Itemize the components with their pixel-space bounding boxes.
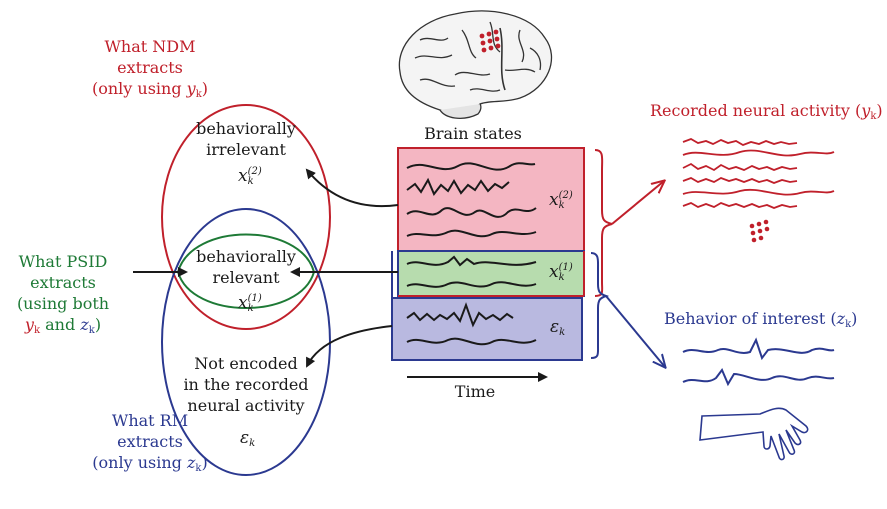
ndm-label: What NDM extracts (only using yk) — [70, 36, 230, 105]
recorded-sub: k — [870, 111, 877, 122]
ndm-line3-text: (only using — [91, 79, 182, 98]
relevant-region-label: behaviorally relevant — [186, 246, 306, 288]
recorded-var: y — [861, 101, 871, 120]
rm-var: z — [186, 453, 196, 472]
epsilon-box — [391, 297, 583, 361]
irrelevant-var: xk(2) — [238, 166, 262, 187]
behavior-text: Behavior of interest ( — [664, 309, 837, 328]
state-traces — [406, 162, 537, 346]
behavior-label: Behavior of interest (zk) — [664, 308, 858, 335]
psid-and: and — [45, 315, 76, 334]
not-encoded-line1: Not encoded — [194, 354, 298, 373]
not-encoded-line2: in the recorded — [183, 375, 309, 394]
not-encoded-var-sub: k — [249, 438, 256, 449]
ndm-title: What NDM — [104, 37, 196, 56]
psid-close: ) — [94, 315, 102, 334]
rm-line1: What RM — [111, 411, 189, 430]
relevant-var: xk(1) — [238, 293, 262, 314]
box-x1-sym: x — [549, 262, 559, 282]
box-x2-sub: k — [558, 200, 565, 211]
box-eps-label: εk — [550, 317, 565, 338]
not-encoded-line3: neural activity — [187, 396, 305, 415]
relevant-states-box — [397, 250, 585, 297]
irrelevant-line2: irrelevant — [206, 140, 286, 159]
rm-line3-text: (only using — [92, 453, 182, 472]
hand-arm-icon — [699, 407, 809, 461]
brain-icon — [398, 10, 553, 120]
irrelevant-var-sym: x — [238, 166, 248, 186]
neural-traces — [682, 138, 835, 209]
electrode-array-icon — [479, 29, 501, 53]
psid-sub1: k — [33, 325, 41, 336]
time-label: Time — [454, 382, 496, 401]
irrelevant-var-sup: (2) — [247, 166, 262, 178]
brain-states-title: Brain states — [424, 124, 522, 143]
box-x2-sym: x — [549, 190, 559, 210]
box-x2-label: xk(2) — [549, 190, 573, 211]
box-x1-sub: k — [558, 272, 565, 283]
box-eps-sym: ε — [550, 317, 560, 337]
ndm-close: ) — [201, 79, 209, 98]
ndm-var: y — [186, 79, 196, 98]
behavior-brace — [590, 252, 610, 359]
behavior-traces — [682, 337, 835, 387]
psid-label: What PSID extracts (using both yk and zk… — [4, 251, 122, 341]
behavior-var: z — [836, 309, 846, 328]
psid-var1: y — [24, 315, 34, 334]
box-x1-label: xk(1) — [549, 262, 573, 283]
to-behavior-arrow — [605, 295, 665, 367]
box-x1-sup: (1) — [558, 262, 573, 274]
recorded-neural-label: Recorded neural activity (yk) — [650, 100, 883, 127]
behavior-close: ) — [851, 309, 858, 328]
rm-line2: extracts — [117, 432, 183, 451]
not-encoded-var: εk — [240, 428, 255, 449]
recorded-close: ) — [876, 101, 883, 120]
relevant-var-sub: k — [247, 303, 254, 314]
irrelevant-arrow — [305, 168, 399, 208]
to-neural-arrow — [611, 181, 664, 225]
behavior-sub: k — [845, 319, 852, 330]
rm-label: What RM extracts (only using zk) — [70, 410, 230, 479]
psid-line2: extracts — [30, 273, 96, 292]
not-encoded-arrow — [306, 325, 393, 368]
irrelevant-region-label: behaviorally irrelevant — [186, 118, 306, 160]
rm-line3: (only using zk) — [70, 452, 230, 479]
recorded-text: Recorded neural activity ( — [650, 101, 862, 120]
not-encoded-region-label: Not encoded in the recorded neural activ… — [176, 353, 316, 416]
ndm-sub: k — [195, 89, 202, 100]
relevant-line2: relevant — [212, 268, 280, 287]
rm-sub: k — [195, 463, 202, 474]
relevant-line1: behaviorally — [196, 247, 296, 266]
psid-line4: yk and zk) — [4, 314, 122, 341]
ndm-ellipse — [161, 104, 331, 330]
psid-var2: z — [80, 315, 89, 334]
ndm-line2: extracts — [117, 58, 183, 77]
relevant-var-sym: x — [238, 293, 248, 313]
ndm-line3: (only using yk) — [70, 78, 230, 105]
psid-line3: (using both — [16, 294, 110, 313]
box-x2-sup: (2) — [558, 190, 573, 202]
relevant-var-sup: (1) — [247, 293, 262, 305]
psid-line1: What PSID — [18, 252, 108, 271]
irrelevant-line1: behaviorally — [196, 119, 296, 138]
psid-sub2: k — [88, 325, 95, 336]
box-eps-sub: k — [559, 327, 566, 338]
rm-close: ) — [201, 453, 208, 472]
recording-array-icon — [749, 219, 770, 243]
irrelevant-var-sub: k — [247, 176, 254, 187]
not-encoded-var-sym: ε — [240, 428, 250, 448]
